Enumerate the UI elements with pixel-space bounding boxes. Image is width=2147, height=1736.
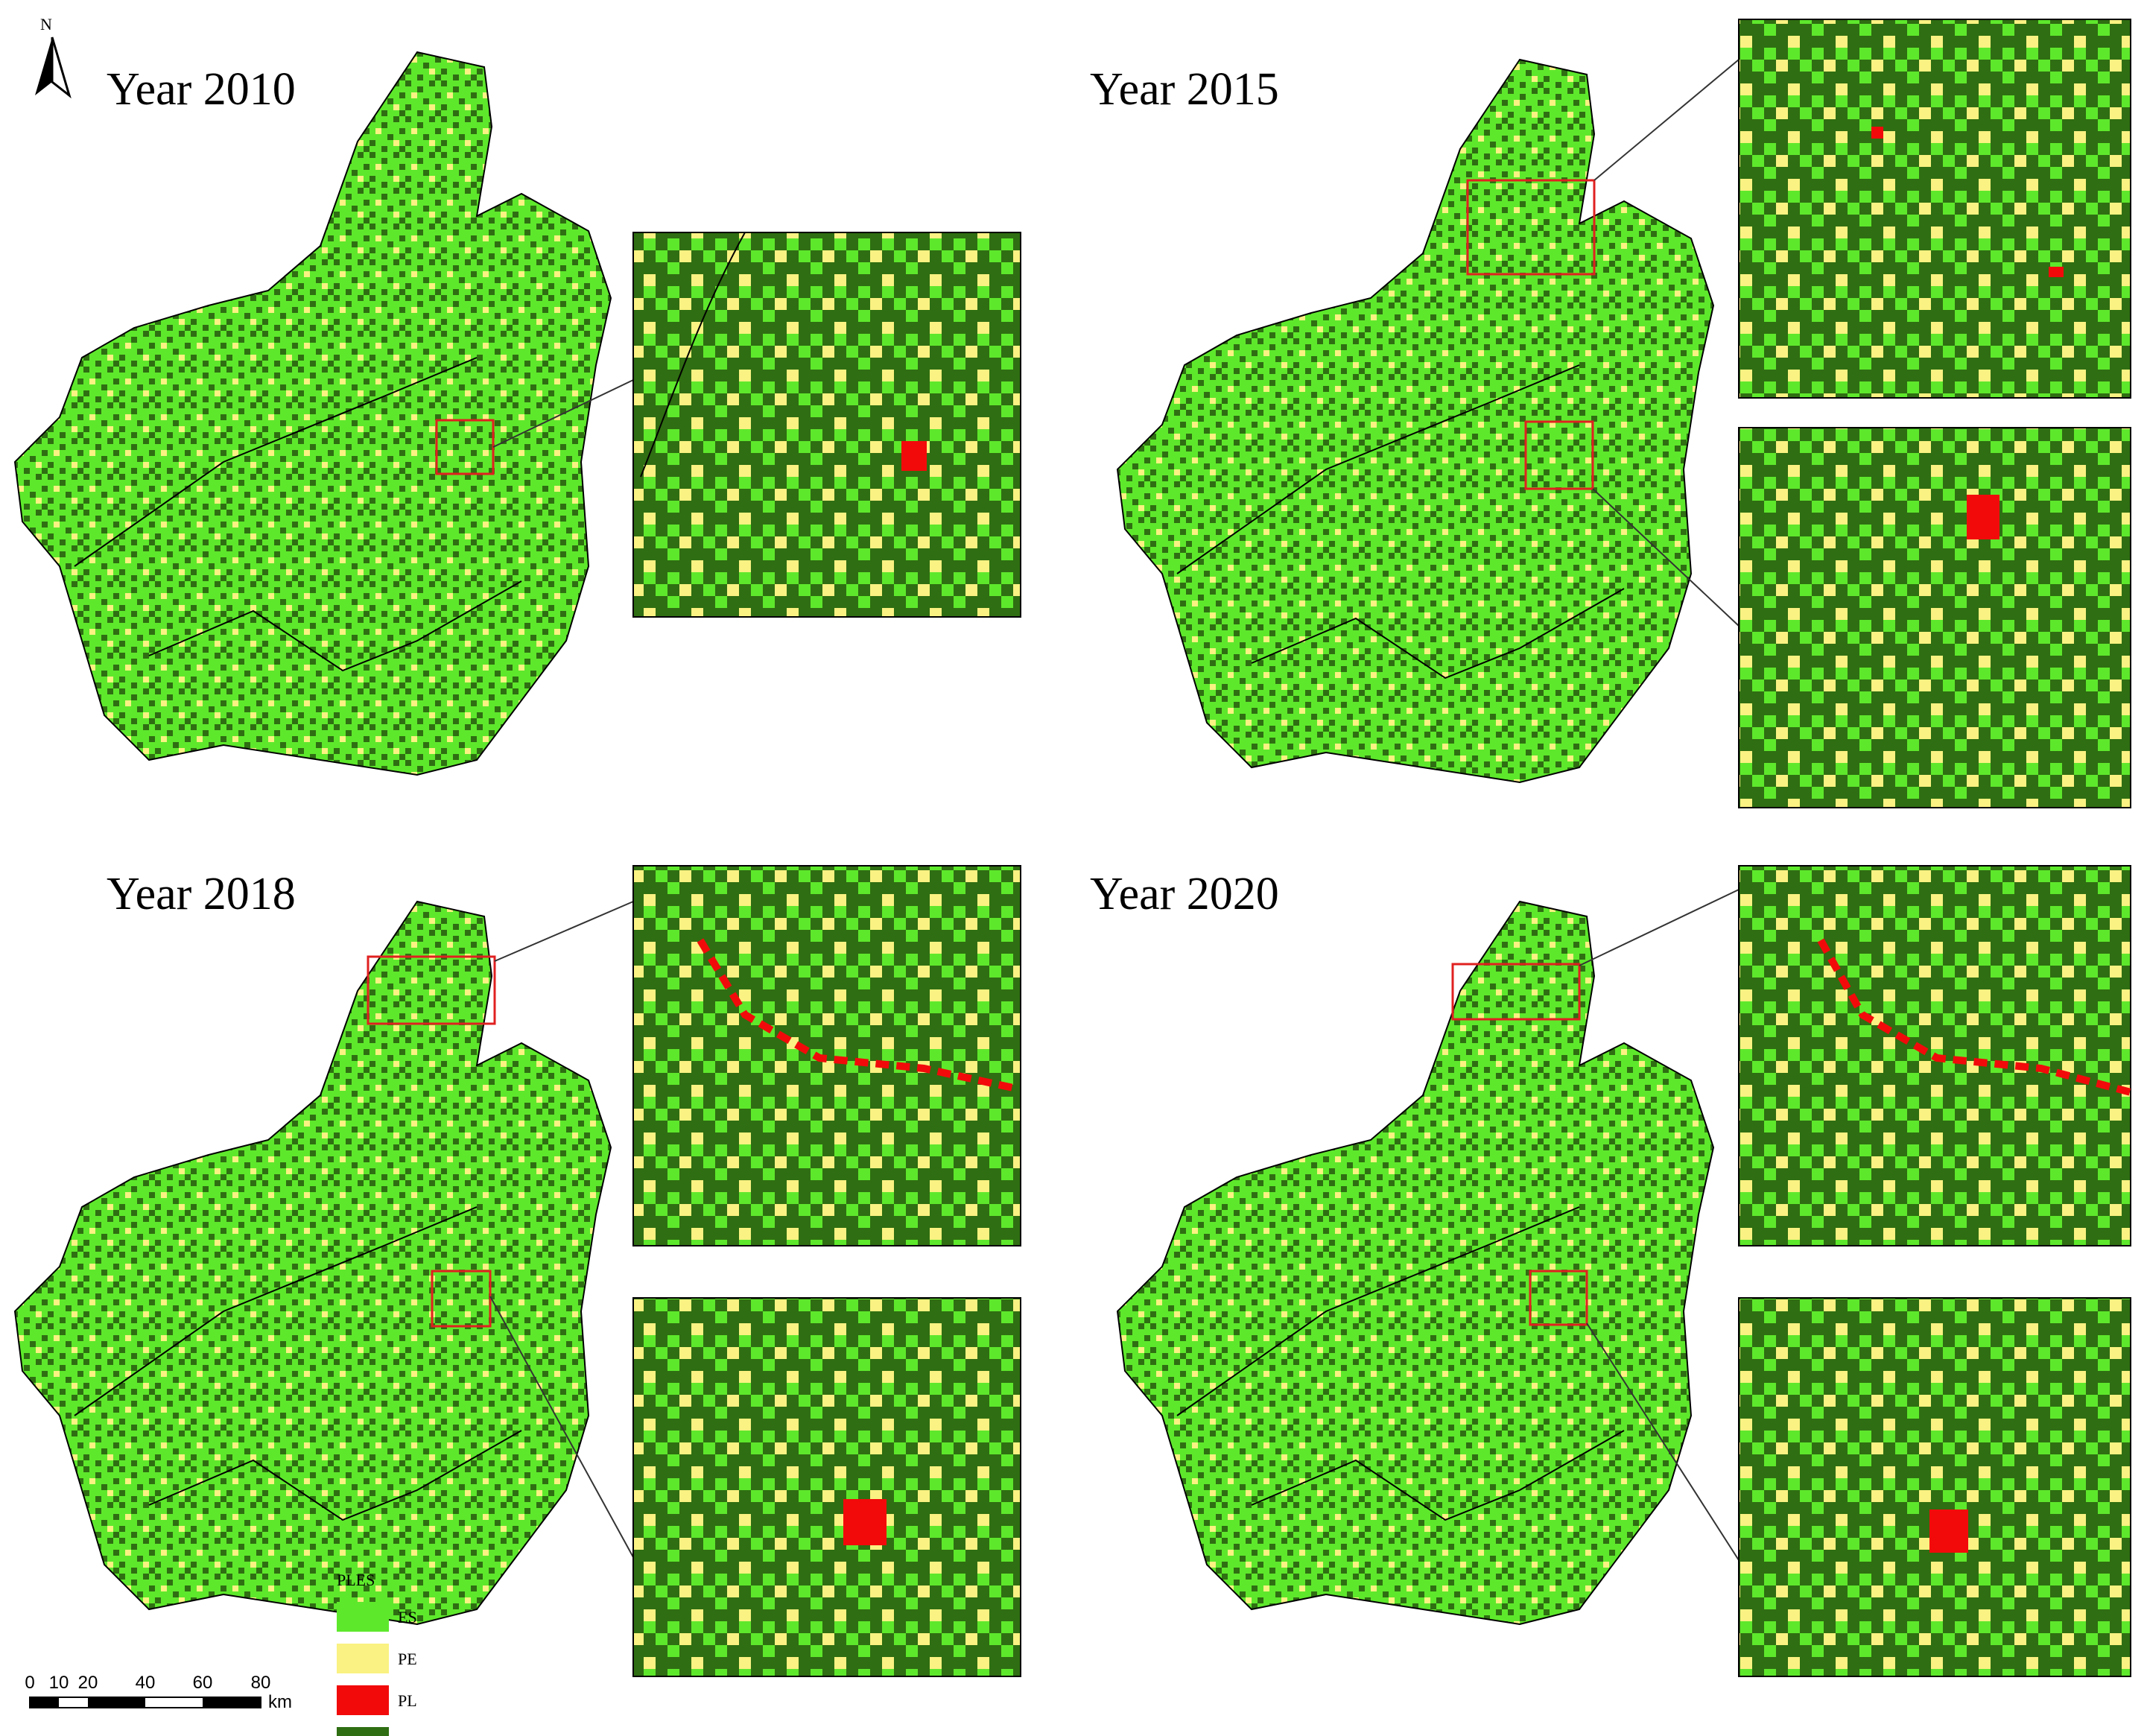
scale-tick-label: 20 xyxy=(78,1673,98,1693)
legend-swatch xyxy=(337,1602,389,1632)
panel-title: Year 2020 xyxy=(1090,869,1279,919)
panel-2020: Year 2020 xyxy=(1090,865,2132,1677)
panel-2010: Year 2010 xyxy=(14,51,1021,776)
scale-tick-label: 80 xyxy=(251,1673,271,1693)
region-map xyxy=(1117,59,1714,783)
legend-swatch xyxy=(337,1685,389,1715)
scale-bar: 0 10 20 40 60 80 km xyxy=(25,1673,292,1712)
legend-label: ES xyxy=(398,1608,417,1626)
inset-map xyxy=(632,1297,1021,1677)
inset-map xyxy=(1738,1297,2131,1677)
legend-label: PL xyxy=(398,1691,417,1710)
inset-map xyxy=(632,865,1021,1246)
inset-map xyxy=(1738,865,2132,1246)
north-label: N xyxy=(40,15,52,34)
panel-title: Year 2018 xyxy=(107,869,296,919)
scale-tick-label: 60 xyxy=(193,1673,213,1693)
legend-title: PLES xyxy=(337,1571,375,1589)
zoom-box xyxy=(1466,179,1596,276)
zoom-box xyxy=(1529,1270,1588,1326)
panel-2015: Year 2015 xyxy=(1090,19,2131,808)
north-arrow-icon: N xyxy=(35,15,72,99)
scale-tick-label: 0 xyxy=(25,1673,34,1693)
zoom-box xyxy=(1451,963,1581,1021)
zoom-box xyxy=(1524,420,1594,490)
legend-swatch xyxy=(337,1727,389,1736)
scale-tick-label: 40 xyxy=(136,1673,156,1693)
legend-label: PE xyxy=(398,1650,417,1668)
zoom-box xyxy=(367,955,496,1025)
region-map xyxy=(1117,901,1714,1625)
inset-map xyxy=(1738,19,2131,399)
region-map xyxy=(14,51,612,776)
panel-title: Year 2010 xyxy=(107,64,296,115)
legend-swatch xyxy=(337,1644,389,1673)
panel-title: Year 2015 xyxy=(1090,64,1279,115)
legend-label: PLE xyxy=(398,1733,427,1736)
legend: PLES ES PE PL PLE xyxy=(337,1571,427,1736)
inset-map xyxy=(632,232,1021,618)
scale-tick-label: 10 xyxy=(49,1673,69,1693)
panel-2018: Year 2018 xyxy=(14,865,1021,1677)
region-map xyxy=(14,901,612,1625)
scale-unit: km xyxy=(268,1692,292,1712)
inset-map xyxy=(1738,427,2131,808)
zoom-box xyxy=(431,1270,492,1328)
